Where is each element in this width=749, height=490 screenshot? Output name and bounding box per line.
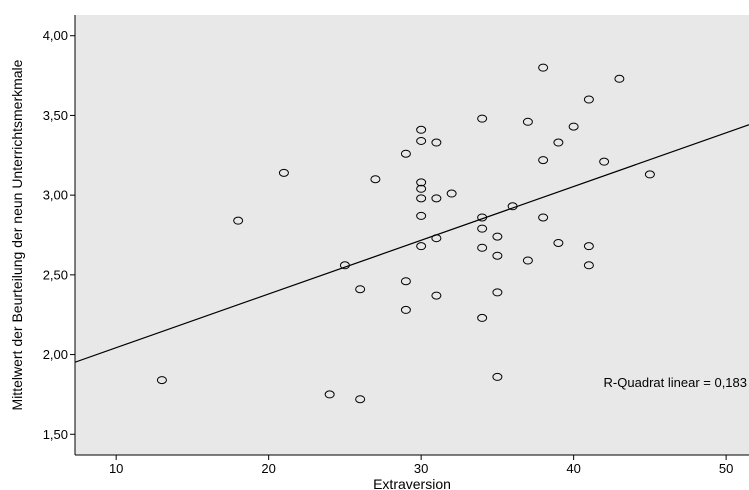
data-point <box>416 178 427 187</box>
data-point <box>553 238 564 247</box>
data-point <box>431 138 442 147</box>
data-point <box>553 138 564 147</box>
data-point <box>156 376 167 385</box>
data-point <box>446 189 457 198</box>
x-tick-label: 30 <box>414 461 428 476</box>
data-point <box>599 157 610 166</box>
x-axis-title: Extraversion <box>373 476 451 490</box>
data-point <box>416 242 427 251</box>
y-tick-label: 2,50 <box>43 267 68 282</box>
data-point <box>583 95 594 104</box>
x-tick-label: 40 <box>566 461 580 476</box>
data-point <box>431 194 442 203</box>
data-point <box>522 256 533 265</box>
data-point <box>355 285 366 294</box>
data-point <box>477 224 488 233</box>
data-point <box>339 261 350 270</box>
data-point <box>492 288 503 297</box>
y-axis-title: Mittelwert der Beurteilung der neun Unte… <box>9 59 25 410</box>
data-point <box>233 216 244 225</box>
data-point <box>416 184 427 193</box>
data-points <box>156 63 655 404</box>
data-point <box>400 277 411 286</box>
y-tick-label: 4,00 <box>43 28 68 43</box>
data-point <box>644 170 655 179</box>
data-point <box>522 117 533 126</box>
data-point <box>477 243 488 252</box>
data-point <box>416 194 427 203</box>
data-point <box>492 372 503 381</box>
x-tick-label: 20 <box>261 461 275 476</box>
data-point <box>492 251 503 260</box>
x-tick-label: 50 <box>719 461 733 476</box>
data-point <box>538 213 549 222</box>
data-point <box>416 211 427 220</box>
plot-content <box>75 63 749 404</box>
data-point <box>477 114 488 123</box>
data-point <box>583 242 594 251</box>
data-point <box>538 63 549 72</box>
plot-area <box>75 15 749 455</box>
y-tick-label: 1,50 <box>43 427 68 442</box>
data-point <box>431 291 442 300</box>
data-point <box>400 305 411 314</box>
data-point <box>370 175 381 184</box>
y-tick-label: 3,50 <box>43 108 68 123</box>
x-axis-ticks: 10 20 30 40 50 <box>109 455 733 476</box>
y-tick-label: 2,00 <box>43 347 68 362</box>
data-point <box>492 232 503 241</box>
data-point <box>507 202 518 211</box>
regression-line <box>75 124 749 363</box>
data-point <box>583 261 594 270</box>
data-point <box>431 234 442 243</box>
data-point <box>538 156 549 165</box>
data-point <box>278 168 289 177</box>
x-tick-label: 10 <box>109 461 123 476</box>
y-axis-ticks: 1,50 2,00 2,50 3,00 3,50 4,00 <box>43 28 75 442</box>
data-point <box>355 395 366 404</box>
data-point <box>568 122 579 131</box>
data-point <box>614 74 625 83</box>
data-point <box>477 213 488 222</box>
data-point <box>400 149 411 158</box>
data-point <box>477 313 488 322</box>
data-point <box>416 136 427 145</box>
r-squared-annotation: R-Quadrat linear = 0,183 <box>604 375 747 390</box>
data-point <box>324 390 335 399</box>
data-point <box>416 125 427 134</box>
y-tick-label: 3,00 <box>43 188 68 203</box>
